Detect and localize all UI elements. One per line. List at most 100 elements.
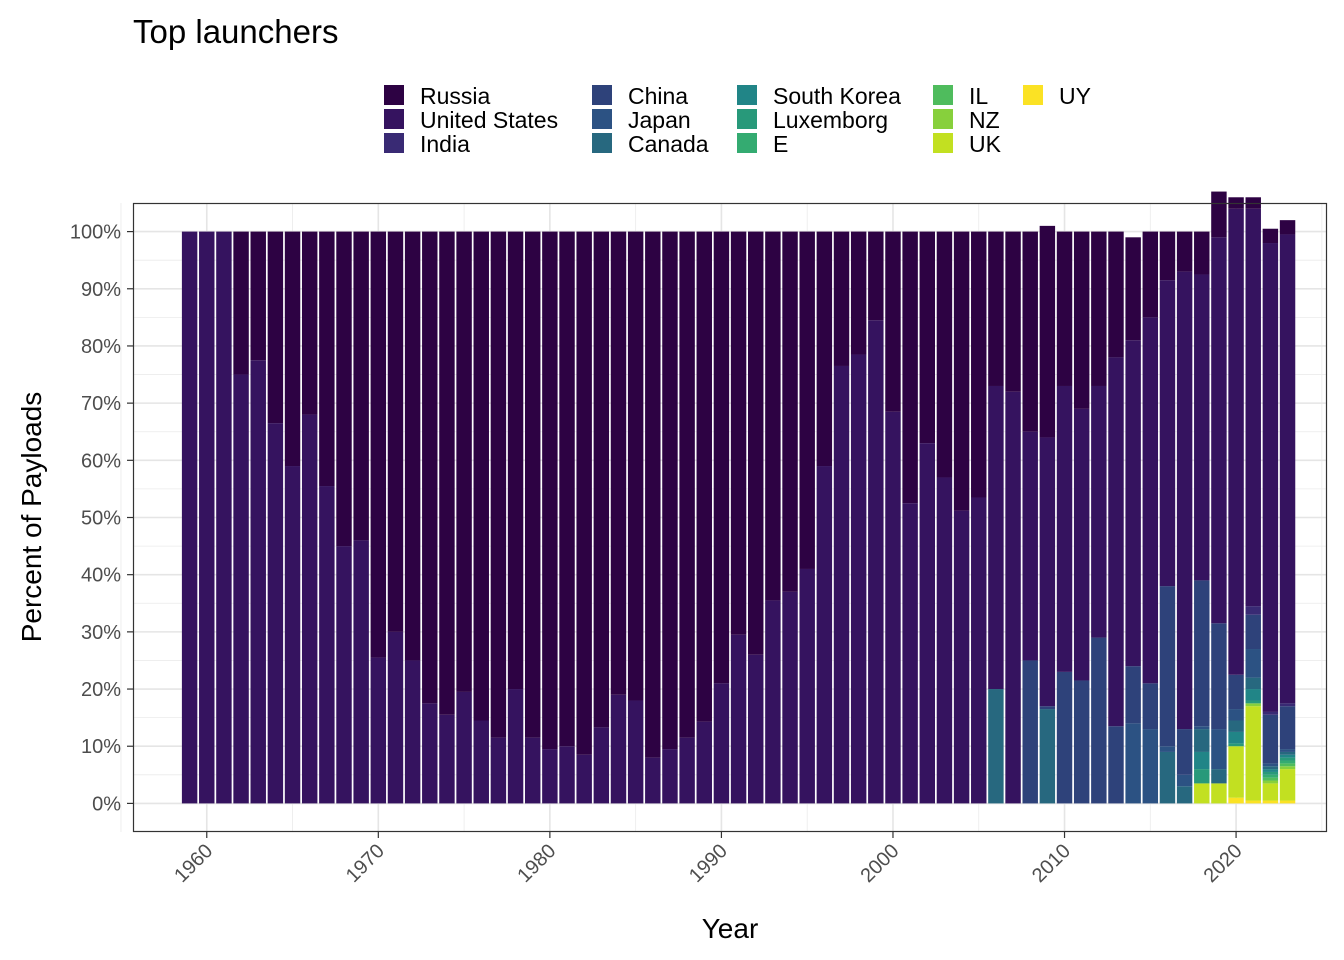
bar-segment xyxy=(199,231,215,804)
bar-segment xyxy=(1262,777,1279,781)
bar-segment xyxy=(1228,674,1244,710)
bar-segment xyxy=(387,631,404,804)
bar-segment xyxy=(1194,231,1210,275)
bar-segment xyxy=(1194,274,1210,581)
legend-swatch xyxy=(384,85,404,105)
bar-segment xyxy=(353,540,369,804)
bar-segment xyxy=(1005,391,1021,804)
bar-segment xyxy=(816,231,833,467)
bar-segment xyxy=(765,231,781,601)
legend-swatch xyxy=(384,133,404,153)
bar-segment xyxy=(645,757,661,804)
y-axis: 0% 10% 20% 30% 40% 50% 60% 70% 80% 90% 100% xyxy=(70,222,133,815)
legend-label: Japan xyxy=(628,107,691,133)
bar-segment xyxy=(1262,228,1279,244)
legend-swatch xyxy=(933,133,953,153)
legend-label: IL xyxy=(969,83,988,109)
y-tick-label: 20% xyxy=(81,679,121,701)
bar-segment xyxy=(696,231,712,722)
legend-item: UY xyxy=(1023,83,1091,109)
bar-segment xyxy=(1211,769,1227,784)
bar-segment xyxy=(679,737,695,804)
bar-segment xyxy=(1279,749,1296,752)
bar-segment xyxy=(1262,766,1279,770)
legend-item: Canada xyxy=(592,131,709,157)
bar-segment xyxy=(404,660,421,804)
legend-label: Luxemborg xyxy=(773,107,888,133)
bar-segment xyxy=(1279,757,1296,761)
bar-segment xyxy=(1228,746,1244,798)
bar-segment xyxy=(1194,783,1210,804)
bar-segment xyxy=(1211,623,1227,730)
bar-segment xyxy=(1142,317,1159,684)
bar-segment xyxy=(319,231,335,487)
bar-segment xyxy=(1125,666,1141,724)
bar-segment xyxy=(1039,437,1056,707)
bar-segment xyxy=(1262,243,1279,712)
bar-segment xyxy=(936,231,953,478)
bar-segment xyxy=(1279,800,1296,804)
bar-segment xyxy=(1176,271,1193,730)
bar-segment xyxy=(404,231,421,661)
bar-segment xyxy=(473,720,489,804)
bar-segment xyxy=(1073,680,1090,804)
bar-segment xyxy=(593,727,610,804)
bar-segment xyxy=(319,486,335,804)
bar-segment xyxy=(1022,431,1038,661)
bar-segment xyxy=(542,231,558,750)
x-tick-label: 1960 xyxy=(170,840,217,887)
x-tick-label: 2020 xyxy=(1200,840,1247,887)
bar-segment xyxy=(1056,385,1073,672)
y-tick-label: 40% xyxy=(81,565,121,587)
bar-segment xyxy=(473,231,489,721)
bar-segment xyxy=(662,231,678,750)
bar-segment xyxy=(353,231,369,541)
legend-item: India xyxy=(384,131,470,157)
bar-segment xyxy=(181,231,198,804)
bar-segment xyxy=(336,546,352,804)
bar-segment xyxy=(1228,208,1244,675)
y-tick-label: 60% xyxy=(81,450,121,472)
bar-segment xyxy=(250,360,266,804)
plot-panel xyxy=(120,191,1328,833)
bar-segment xyxy=(1245,208,1261,607)
bar-segment xyxy=(1279,760,1296,764)
bar-segment xyxy=(696,721,712,804)
bar-segment xyxy=(850,231,867,355)
bar-segment xyxy=(885,231,901,412)
bar-segment xyxy=(627,700,644,804)
bar-segment xyxy=(456,691,472,804)
legend-swatch xyxy=(592,133,612,153)
bar-segment xyxy=(919,443,936,804)
bar-segment xyxy=(885,411,901,804)
bar-segment xyxy=(1228,720,1244,732)
y-tick-label: 90% xyxy=(81,279,121,301)
panel-border xyxy=(132,202,1328,833)
legend-label: UY xyxy=(1059,83,1091,109)
y-tick-label: 50% xyxy=(81,508,121,530)
bar-segment xyxy=(1279,234,1296,704)
bar-segment xyxy=(988,385,1004,690)
bar-segment xyxy=(1262,763,1279,767)
bar-segment xyxy=(782,591,798,804)
bar-segment xyxy=(1142,683,1159,730)
bar-segment xyxy=(301,414,318,804)
bar-segment xyxy=(679,231,695,738)
bar-segment xyxy=(1176,729,1193,775)
legend-item: China xyxy=(592,83,688,109)
bar-segment xyxy=(216,231,232,804)
bar-segment xyxy=(456,231,472,692)
legend-label: South Korea xyxy=(773,83,901,109)
bar-segment xyxy=(902,231,918,504)
bar-segment xyxy=(1245,706,1261,801)
bar-segment xyxy=(1039,709,1056,804)
bar-segment xyxy=(799,568,815,804)
bar-segment xyxy=(1091,385,1107,638)
bar-segment xyxy=(507,231,524,690)
bar-segment xyxy=(971,231,987,498)
bar-segment xyxy=(1108,357,1124,727)
legend-item: IL xyxy=(933,83,988,109)
bar-segment xyxy=(1125,340,1141,667)
bar-segment xyxy=(233,374,249,804)
